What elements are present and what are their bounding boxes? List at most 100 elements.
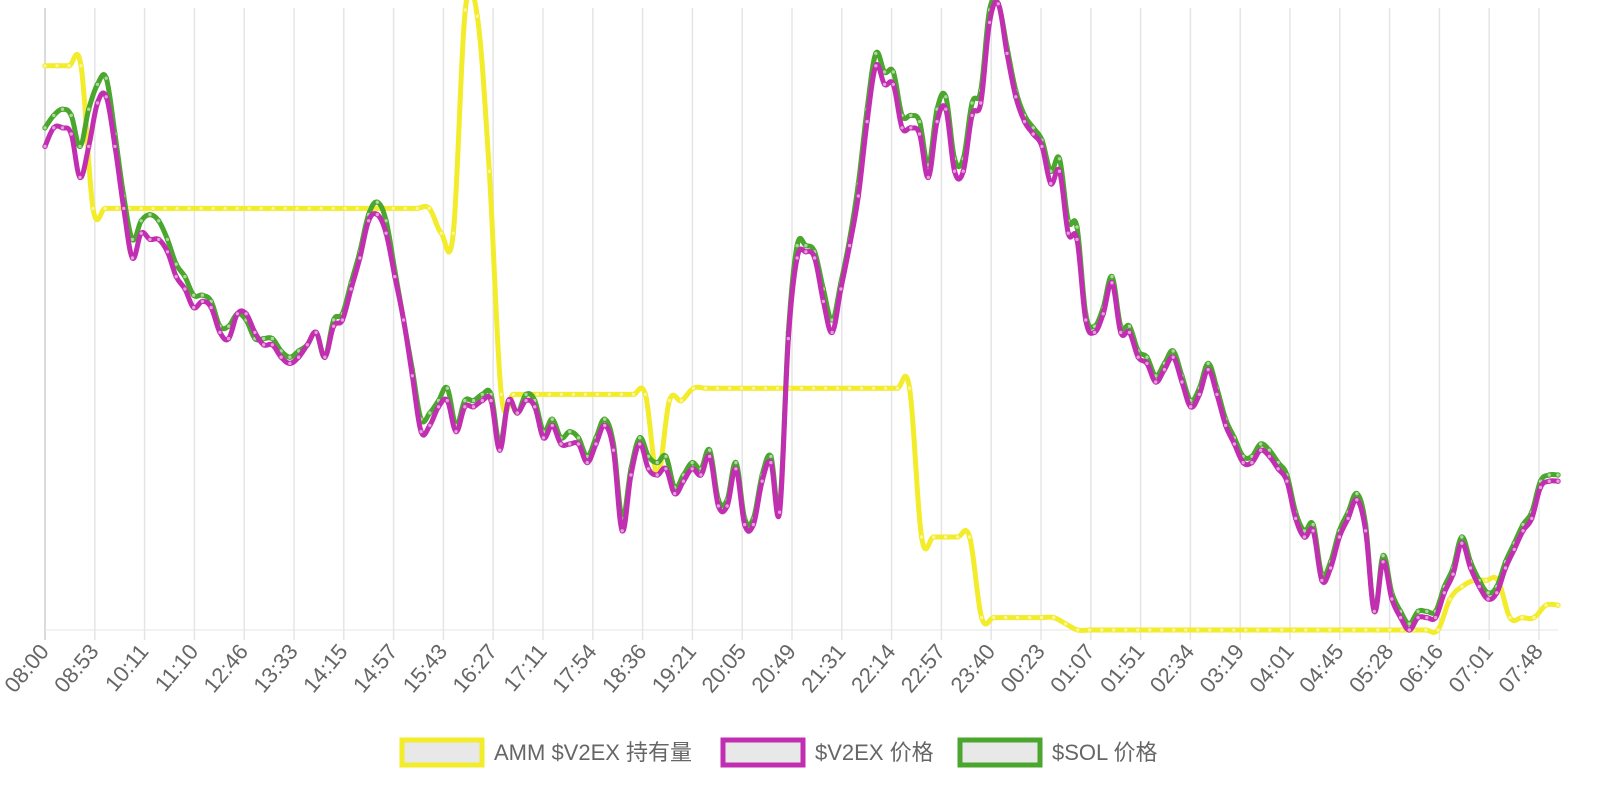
data-point[interactable] <box>1450 571 1456 577</box>
data-point[interactable] <box>738 385 745 391</box>
data-point[interactable] <box>995 1 1001 7</box>
data-point[interactable] <box>42 125 48 131</box>
data-point[interactable] <box>1074 224 1080 230</box>
data-point[interactable] <box>225 335 232 342</box>
data-point[interactable] <box>114 205 120 212</box>
data-point[interactable] <box>294 205 300 212</box>
data-point[interactable] <box>1435 627 1441 633</box>
data-point[interactable] <box>829 329 835 336</box>
data-point[interactable] <box>702 385 709 391</box>
data-point[interactable] <box>1423 627 1429 633</box>
data-point[interactable] <box>409 373 416 379</box>
data-point[interactable] <box>1257 447 1264 453</box>
data-point[interactable] <box>726 385 733 391</box>
data-point[interactable] <box>733 466 739 472</box>
data-point[interactable] <box>282 205 288 212</box>
data-point[interactable] <box>774 385 781 391</box>
data-point[interactable] <box>1170 354 1176 360</box>
data-point[interactable] <box>1424 608 1430 615</box>
data-point[interactable] <box>234 205 240 212</box>
data-point[interactable] <box>1327 565 1334 571</box>
data-point[interactable] <box>570 391 577 398</box>
data-point[interactable] <box>1118 329 1124 336</box>
data-point[interactable] <box>916 131 923 137</box>
data-point[interactable] <box>182 286 188 292</box>
data-point[interactable] <box>208 304 214 311</box>
data-point[interactable] <box>1243 627 1249 633</box>
data-point[interactable] <box>899 125 905 131</box>
data-point[interactable] <box>488 397 494 404</box>
data-point[interactable] <box>1074 627 1081 633</box>
data-point[interactable] <box>514 410 520 416</box>
data-point[interactable] <box>894 385 901 391</box>
data-point[interactable] <box>1038 614 1045 621</box>
data-point[interactable] <box>690 385 697 391</box>
data-point[interactable] <box>750 521 757 528</box>
data-point[interactable] <box>497 447 503 453</box>
data-point[interactable] <box>986 19 993 26</box>
data-point[interactable] <box>1002 614 1009 621</box>
data-point[interactable] <box>606 391 613 398</box>
data-point[interactable] <box>1062 621 1069 627</box>
data-point[interactable] <box>155 218 162 224</box>
data-point[interactable] <box>1543 602 1549 608</box>
data-point[interactable] <box>444 397 451 404</box>
data-point[interactable] <box>834 385 841 391</box>
data-point[interactable] <box>1310 528 1316 534</box>
data-point[interactable] <box>706 447 713 453</box>
data-point[interactable] <box>246 205 252 212</box>
data-point[interactable] <box>1284 478 1290 484</box>
data-point[interactable] <box>820 298 827 305</box>
data-point[interactable] <box>164 249 171 255</box>
data-point[interactable] <box>217 329 223 336</box>
data-point[interactable] <box>354 205 360 212</box>
data-point[interactable] <box>1171 627 1177 633</box>
data-point[interactable] <box>637 441 643 447</box>
data-point[interactable] <box>882 385 889 391</box>
data-point[interactable] <box>1432 614 1439 621</box>
data-point[interactable] <box>663 453 669 460</box>
data-point[interactable] <box>943 94 949 100</box>
data-point[interactable] <box>1291 627 1297 633</box>
data-point[interactable] <box>498 391 505 398</box>
data-point[interactable] <box>532 404 538 410</box>
data-point[interactable] <box>1389 596 1395 602</box>
data-point[interactable] <box>1507 614 1513 621</box>
data-point[interactable] <box>1152 379 1159 385</box>
data-point[interactable] <box>374 199 381 205</box>
data-point[interactable] <box>1476 583 1482 590</box>
data-point[interactable] <box>1100 311 1106 317</box>
data-point[interactable] <box>1083 317 1089 323</box>
data-point[interactable] <box>1459 583 1465 590</box>
data-point[interactable] <box>1354 497 1360 503</box>
data-point[interactable] <box>594 391 601 398</box>
data-point[interactable] <box>943 106 949 112</box>
data-point[interactable] <box>1415 608 1421 615</box>
data-point[interactable] <box>330 323 337 329</box>
data-point[interactable] <box>1074 236 1080 243</box>
data-point[interactable] <box>243 311 249 317</box>
data-point[interactable] <box>1098 627 1105 633</box>
data-point[interactable] <box>186 205 192 212</box>
data-point[interactable] <box>1459 534 1465 540</box>
data-point[interactable] <box>173 273 179 280</box>
data-point[interactable] <box>486 168 492 174</box>
data-point[interactable] <box>402 205 408 212</box>
data-point[interactable] <box>1135 354 1141 360</box>
data-point[interactable] <box>534 391 541 398</box>
data-point[interactable] <box>978 100 984 106</box>
data-point[interactable] <box>873 63 879 69</box>
data-point[interactable] <box>474 13 480 19</box>
data-point[interactable] <box>1231 627 1237 633</box>
data-point[interactable] <box>295 354 302 360</box>
data-point[interactable] <box>593 441 599 447</box>
data-point[interactable] <box>741 521 748 528</box>
data-point[interactable] <box>138 230 144 236</box>
data-point[interactable] <box>1231 441 1238 447</box>
data-point[interactable] <box>1371 608 1378 615</box>
data-point[interactable] <box>1380 559 1386 565</box>
data-point[interactable] <box>78 63 84 69</box>
data-point[interactable] <box>1195 627 1201 633</box>
data-point[interactable] <box>1511 546 1517 553</box>
data-point[interactable] <box>858 385 865 391</box>
